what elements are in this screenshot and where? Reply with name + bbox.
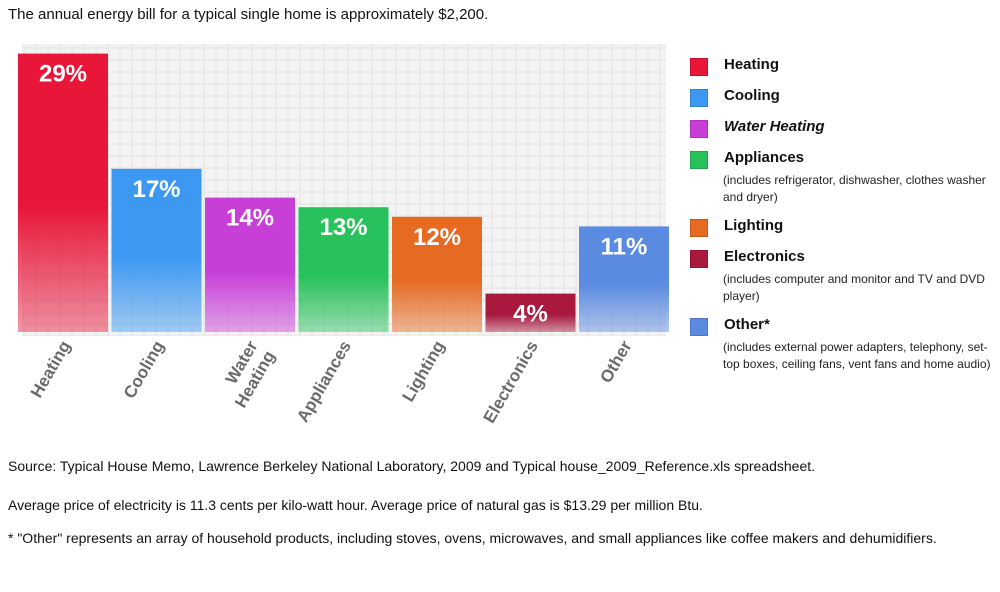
legend-swatch-appliances bbox=[690, 151, 708, 169]
legend-swatch-lighting bbox=[690, 219, 708, 237]
x-tick-label-electronics: Electronics bbox=[480, 338, 542, 427]
bar-value-label-lighting: 12% bbox=[413, 224, 461, 251]
bar-lighting bbox=[392, 216, 482, 332]
legend-label-heating: Heating bbox=[724, 56, 780, 73]
source-note: Source: Typical House Memo, Lawrence Ber… bbox=[8, 458, 816, 474]
bar-value-label-water-heating: 14% bbox=[226, 205, 274, 232]
chart-title: The annual energy bill for a typical sin… bbox=[8, 6, 489, 23]
footnote: * "Other" represents an array of househo… bbox=[8, 530, 937, 546]
x-tick-label-appliances: Appliances bbox=[293, 338, 355, 426]
bar-value-label-cooling: 17% bbox=[132, 176, 180, 203]
bar-cooling bbox=[111, 168, 202, 332]
bar-chart: 29% 17% 14% 13% 12% 4% 11% Heating Cooling Water… bbox=[18, 44, 669, 427]
price-note: Average price of electricity is 11.3 cen… bbox=[8, 497, 703, 513]
legend-swatch-electronics bbox=[690, 250, 708, 268]
bar-value-label-heating: 29% bbox=[39, 61, 87, 88]
legend-swatch-cooling bbox=[690, 89, 708, 107]
bar-appliances bbox=[298, 207, 389, 332]
legend-label-electronics: Electronics bbox=[724, 248, 805, 265]
bar-value-label-electronics: 4% bbox=[513, 301, 548, 328]
bar-value-label-other: 11% bbox=[601, 233, 648, 260]
x-tick-label-lighting: Lighting bbox=[398, 338, 448, 406]
bar-water-heating bbox=[205, 197, 295, 332]
legend-swatch-water-heating bbox=[690, 120, 708, 138]
x-tick-label-other: Other bbox=[596, 337, 635, 386]
bar-heating bbox=[18, 53, 108, 332]
legend-note-appliances: (includes refrigerator, dishwasher, clot… bbox=[723, 173, 986, 204]
legend-label-cooling: Cooling bbox=[724, 87, 780, 104]
x-tick-label-heating: Heating bbox=[27, 338, 75, 401]
bar-other bbox=[579, 226, 669, 332]
bar-electronics bbox=[485, 293, 576, 332]
x-tick-label-water-heating: WaterHeating bbox=[214, 337, 279, 411]
legend-label-water-heating: Water Heating bbox=[724, 118, 825, 135]
legend-label-appliances: Appliances bbox=[724, 149, 805, 166]
legend-note-other: (includes external power adapters, telep… bbox=[723, 340, 991, 371]
legend-label-other: Other* bbox=[724, 316, 770, 333]
bar-value-label-appliances: 13% bbox=[319, 214, 367, 241]
legend-note-electronics: (includes computer and monitor and TV an… bbox=[723, 272, 985, 303]
legend-swatch-other bbox=[690, 318, 708, 336]
legend-label-lighting: Lighting bbox=[724, 217, 784, 234]
legend-swatch-heating bbox=[690, 58, 708, 76]
x-tick-label-cooling: Cooling bbox=[120, 338, 168, 402]
